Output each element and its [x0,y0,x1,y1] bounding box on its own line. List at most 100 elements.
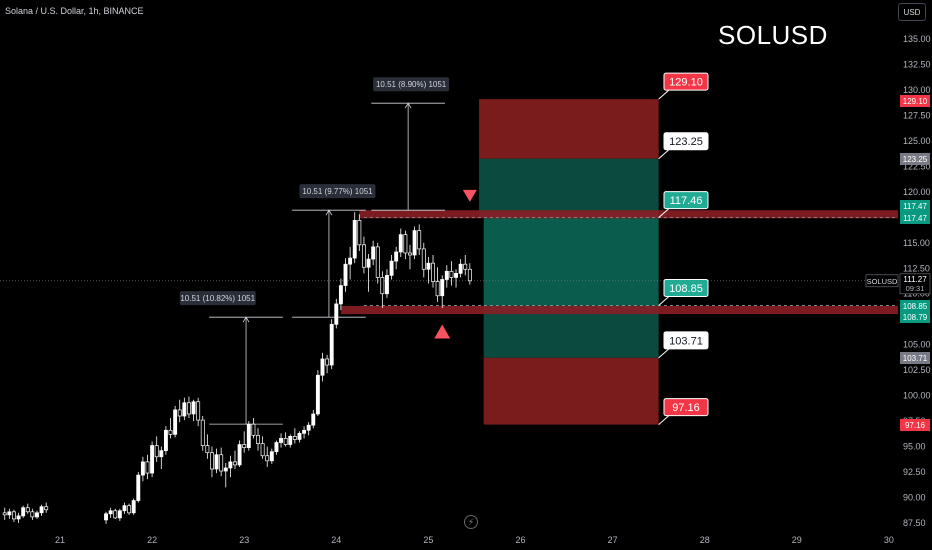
price-tag [900,352,930,364]
candle [343,258,348,292]
candle-body [2,512,7,516]
currency-button[interactable]: USD [898,3,926,21]
candle-body [412,230,417,256]
candle [39,504,44,516]
candle [302,426,307,439]
price-tag-value: 97.16 [905,421,926,430]
x-tick-label: 25 [423,535,433,545]
price-tag [900,153,930,165]
candle [122,502,127,514]
candle-body [325,358,330,366]
x-tick-label: 30 [884,535,894,545]
candle [30,508,35,520]
candle [417,224,422,256]
callout-box [663,278,709,297]
candle [320,352,325,382]
candle-body [366,258,371,268]
y-tick-label: 135.00 [903,34,931,44]
candle-body [44,506,49,511]
callout-pointer [658,88,671,100]
candle-body [292,436,297,440]
candle-body [389,260,394,276]
candle-body [444,270,449,280]
y-tick-label: 102.50 [903,365,931,375]
candle-body [279,438,283,443]
callout-box [663,132,709,151]
candle [150,441,155,478]
candle-body [233,461,237,466]
candle [237,440,242,467]
x-tick-label: 27 [608,535,618,545]
candle-body [352,220,357,259]
price-tag-value: 108.79 [903,313,928,322]
candle-body [21,507,26,517]
candle-body [136,474,141,501]
level-callout: 103.71 [658,331,709,359]
candle-body [108,510,113,515]
callout-box [663,191,709,210]
candle [361,236,366,274]
candle-body [242,444,247,448]
time-axis[interactable]: 21 22 23 24 25 26 27 28 29 30 [55,535,894,545]
symbol-title: Solana / U.S. Dollar, 1h, BINANCE [5,6,144,16]
candle [288,434,293,448]
candle [173,405,178,438]
candle-body [219,454,224,472]
candle [7,508,12,519]
price-tag-value: 108.85 [903,302,928,311]
lightning-icon[interactable]: ⚡ [464,515,478,529]
candle [2,507,7,520]
candle-body [431,262,435,282]
candle-body [39,506,44,514]
candle [205,434,210,459]
candle [113,508,118,519]
candle-body [127,505,132,514]
measure-label: 10.51 (8.90%) 1051 [376,80,447,89]
candle [454,269,458,288]
y-tick-label: 95.00 [903,442,926,452]
candle-body [408,252,412,256]
candle [191,399,196,422]
candle [21,505,26,518]
candle [223,462,228,488]
candle-body [334,303,339,325]
measure-label-box [179,291,256,306]
candle [380,271,385,309]
candle-body [104,513,108,521]
candle [435,267,440,302]
candle [338,278,343,311]
measure-label-box [373,77,450,92]
upper-stop-zone [479,99,659,159]
lower-stop-zone [483,357,659,425]
candle [394,246,399,270]
level-callouts: 129.10 123.25 117.46 108.85 103.71 97.16 [658,72,709,425]
y-tick-label: 132.50 [903,59,931,69]
callout-value: 123.25 [669,136,703,148]
level-callout: 97.16 [658,398,709,425]
candle-body [269,451,274,462]
x-tick-label: 23 [239,535,249,545]
candle-body [122,505,127,512]
upper-target-zone [479,158,659,218]
candle [246,421,251,451]
candle-body [223,467,228,472]
measure-label: 10.51 (10.82%) 1051 [180,294,255,303]
y-tick-label: 125.00 [903,136,931,146]
candle [35,510,39,519]
price-tag [900,200,930,212]
candle [154,436,159,462]
candle [16,512,21,523]
candle [131,498,136,515]
candle-body [458,263,463,274]
candle [214,448,219,474]
candle-body [315,374,320,415]
support-resistance-bands [340,210,898,315]
buy-triangle [434,324,451,339]
candle-body [7,511,12,516]
candle [196,397,201,427]
candle [467,263,472,285]
candle [233,450,237,469]
candle-body [228,461,233,469]
lower-target-zone [483,305,659,358]
